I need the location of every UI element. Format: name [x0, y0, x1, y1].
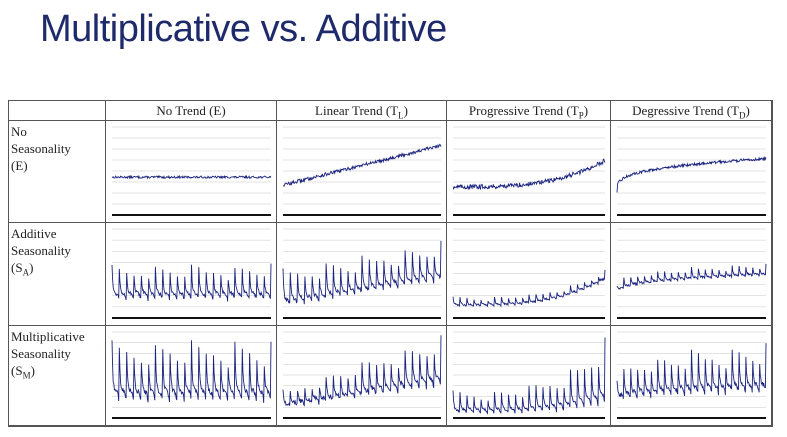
panel-plot [282, 331, 442, 419]
row-header-line: Multiplicative [11, 329, 85, 344]
slide-title: Multiplicative vs. Additive [40, 8, 447, 50]
row-header: Additive Seasonality (SA) [9, 223, 106, 326]
panel-plot [452, 228, 606, 319]
panel-plot [452, 331, 606, 419]
chart-panel [447, 326, 611, 426]
series-line [111, 174, 272, 180]
panel-plot [452, 126, 606, 216]
chart-panel [106, 326, 277, 426]
trend-seasonality-grid: No Trend (E) Linear Trend (TL) Progressive… [8, 100, 773, 427]
series-line [282, 143, 442, 187]
panel-plot [616, 228, 767, 319]
series-line [616, 343, 767, 399]
chart-panel [277, 223, 447, 326]
chart-panel [277, 121, 447, 223]
panel-plot [616, 126, 767, 216]
series-line [616, 263, 767, 291]
row-header: No Seasonality (E) [9, 121, 106, 223]
chart-panel [447, 121, 611, 223]
series-line [616, 155, 767, 193]
panel-plot [111, 331, 272, 419]
series-line [111, 340, 272, 403]
column-header: Progressive Trend (TP) [447, 101, 611, 121]
panel-plot [282, 228, 442, 319]
row-header: Multiplicative Seasonality (SM) [9, 326, 106, 426]
column-header: Degressive Trend (TD) [611, 101, 772, 121]
row-header-line: Seasonality [11, 243, 71, 258]
row-header-line: No [11, 124, 27, 139]
series-line [282, 240, 442, 305]
series-line [452, 337, 606, 415]
panel-plot [111, 126, 272, 216]
chart-panel [447, 223, 611, 326]
column-header: No Trend (E) [106, 101, 277, 121]
row-header-line: (SM) [11, 363, 35, 381]
row-header-line: Additive [11, 226, 57, 241]
column-header: Linear Trend (TL) [277, 101, 447, 121]
series-line [282, 335, 442, 407]
panel-plot [111, 228, 272, 319]
chart-panel [106, 121, 277, 223]
panel-plot [282, 126, 442, 216]
row-header-line: (E) [11, 158, 28, 173]
chart-panel [611, 223, 772, 326]
series-line [452, 158, 606, 191]
series-line [452, 269, 606, 308]
row-header-line: (SA) [11, 260, 34, 278]
chart-panel [611, 326, 772, 426]
chart-panel [611, 121, 772, 223]
chart-panel [277, 326, 447, 426]
series-line [111, 263, 272, 302]
panel-plot [616, 331, 767, 419]
header-corner [9, 101, 106, 121]
row-header-line: Seasonality [11, 346, 71, 361]
row-header-line: Seasonality [11, 141, 71, 156]
chart-panel [106, 223, 277, 326]
